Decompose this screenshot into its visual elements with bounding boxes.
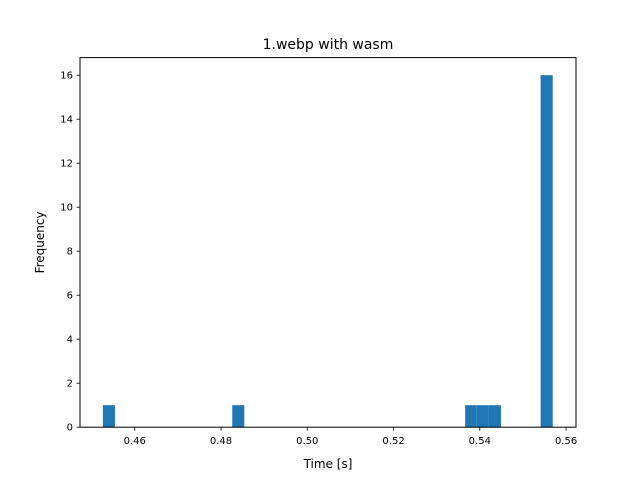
x-tick-label: 0.54: [469, 436, 491, 447]
y-tick-label: 2: [67, 379, 73, 390]
x-tick-label: 0.56: [555, 436, 577, 447]
y-tick-label: 12: [60, 159, 73, 170]
histogram-bar-1: [232, 405, 245, 428]
histogram-bar-4: [488, 405, 501, 428]
y-ticks-group: 0 2 4 6 8 10 12 14 16: [60, 71, 80, 434]
chart-title: 1.webp with wasm: [263, 37, 394, 53]
y-tick-label: 14: [60, 115, 73, 126]
y-tick-label: 8: [67, 247, 73, 258]
y-tick-label: 4: [67, 335, 73, 346]
histogram-bar-2: [465, 405, 477, 428]
y-tick-label: 10: [60, 203, 73, 214]
y-tick-label: 16: [60, 71, 73, 82]
x-tick-label: 0.48: [210, 436, 232, 447]
histogram-bar-3: [476, 405, 489, 428]
x-tick-label: 0.52: [382, 436, 404, 447]
x-tick-label: 0.50: [296, 436, 318, 447]
histogram-bar-0: [102, 405, 115, 428]
histogram-bar-5: [540, 75, 553, 428]
y-axis-label: Frequency: [33, 211, 47, 273]
plot-frame: [79, 57, 577, 428]
y-tick-label: 6: [67, 291, 73, 302]
x-ticks-group: 0.46 0.48 0.50 0.52 0.54 0.56: [124, 427, 577, 447]
y-tick-label: 0: [67, 423, 73, 434]
x-axis-label: Time [s]: [303, 457, 353, 471]
bars-group: [102, 75, 553, 428]
x-tick-label: 0.46: [124, 436, 146, 447]
